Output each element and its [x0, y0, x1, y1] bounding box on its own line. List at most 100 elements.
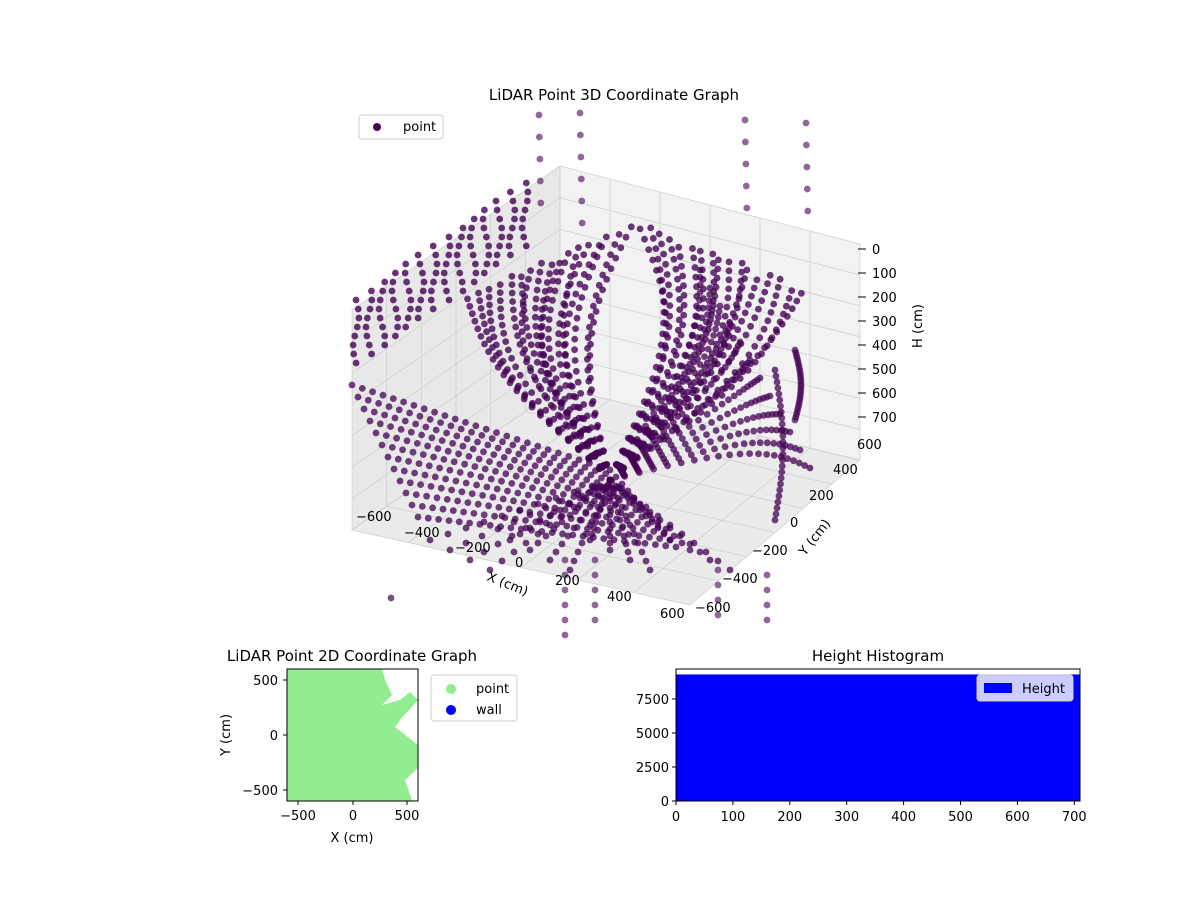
point-marker [548, 379, 555, 387]
point-marker [574, 548, 582, 556]
point-marker [419, 451, 427, 458]
point-marker [460, 508, 467, 516]
point-marker [444, 530, 452, 538]
point-marker [543, 295, 551, 303]
point-marker [779, 426, 786, 434]
point-marker [729, 310, 737, 317]
point-marker [403, 278, 410, 286]
point-marker [622, 540, 630, 548]
point-marker [626, 521, 634, 529]
point-marker [596, 463, 604, 470]
point-marker [479, 312, 486, 320]
point-marker [365, 341, 373, 349]
point-marker [510, 315, 518, 322]
point-marker [775, 390, 783, 398]
point-marker [562, 361, 570, 368]
point-marker [537, 471, 545, 478]
point-marker [470, 278, 478, 286]
point-marker [535, 382, 543, 390]
grid-line-floor [689, 459, 861, 606]
point-marker [509, 298, 516, 305]
point-marker [600, 494, 608, 502]
point-marker [567, 280, 574, 288]
point-marker [484, 441, 492, 449]
point-marker [685, 378, 693, 386]
point-marker [480, 518, 488, 526]
point-marker [525, 453, 533, 461]
point-marker [675, 285, 683, 293]
point-marker [603, 275, 610, 283]
point-marker [379, 287, 387, 295]
point-marker [481, 465, 489, 473]
point-marker [382, 432, 390, 439]
point-marker [588, 329, 596, 337]
point-marker [379, 323, 386, 331]
point-marker [777, 408, 785, 416]
point-marker [767, 309, 775, 316]
point-marker [742, 182, 750, 190]
y-tick-2d-500: 500 [253, 674, 287, 689]
point-marker [556, 320, 563, 327]
point-marker [379, 391, 387, 399]
point-marker [552, 468, 560, 475]
point-marker [685, 423, 693, 430]
point-marker [538, 341, 546, 349]
point-marker [678, 539, 686, 547]
point-marker [516, 371, 524, 379]
point-marker [591, 616, 599, 624]
point-marker [627, 223, 635, 231]
point-marker [798, 289, 805, 297]
point-marker [406, 479, 414, 487]
point-marker [376, 296, 384, 304]
point-marker [407, 305, 414, 313]
point-marker [524, 197, 531, 205]
point-marker [645, 246, 653, 254]
point-marker [680, 301, 688, 309]
point-marker [527, 341, 535, 349]
point-marker [573, 473, 580, 481]
point-marker [549, 296, 556, 304]
y-tick-0: 0 [790, 516, 798, 531]
point-marker [758, 297, 766, 304]
point-marker [598, 474, 605, 482]
point-marker [692, 435, 700, 443]
point-marker [624, 548, 632, 556]
point-marker [571, 346, 578, 354]
point-marker [542, 376, 549, 384]
point-marker [576, 494, 584, 502]
point-marker [779, 456, 786, 464]
point-marker [695, 342, 702, 350]
point-marker [572, 325, 579, 332]
point-marker [588, 500, 596, 508]
point-marker [541, 392, 549, 400]
point-marker [481, 320, 488, 328]
point-marker [554, 278, 562, 285]
point-marker [505, 242, 513, 250]
point-marker [707, 438, 714, 446]
point-marker [666, 302, 674, 309]
point-marker [502, 338, 510, 345]
point-marker [497, 313, 505, 321]
point-marker [778, 320, 786, 328]
x-axis-label-2d: X (cm) [331, 831, 374, 846]
point-marker [594, 512, 602, 520]
point-marker [394, 314, 402, 322]
point-marker [349, 341, 357, 349]
point-marker [538, 322, 546, 330]
point-marker [519, 301, 527, 309]
point-marker [698, 257, 705, 264]
point-marker [483, 483, 491, 491]
point-marker [573, 314, 581, 322]
point-marker [724, 294, 732, 302]
point-marker [556, 462, 564, 470]
point-marker [606, 497, 614, 505]
point-marker [515, 450, 523, 458]
point-marker [387, 594, 395, 602]
point-marker [475, 455, 483, 463]
point-marker [696, 247, 704, 255]
point-marker [399, 446, 406, 454]
point-marker [586, 323, 593, 331]
point-marker [587, 340, 594, 348]
point-marker [534, 442, 542, 450]
point-marker [499, 438, 506, 446]
